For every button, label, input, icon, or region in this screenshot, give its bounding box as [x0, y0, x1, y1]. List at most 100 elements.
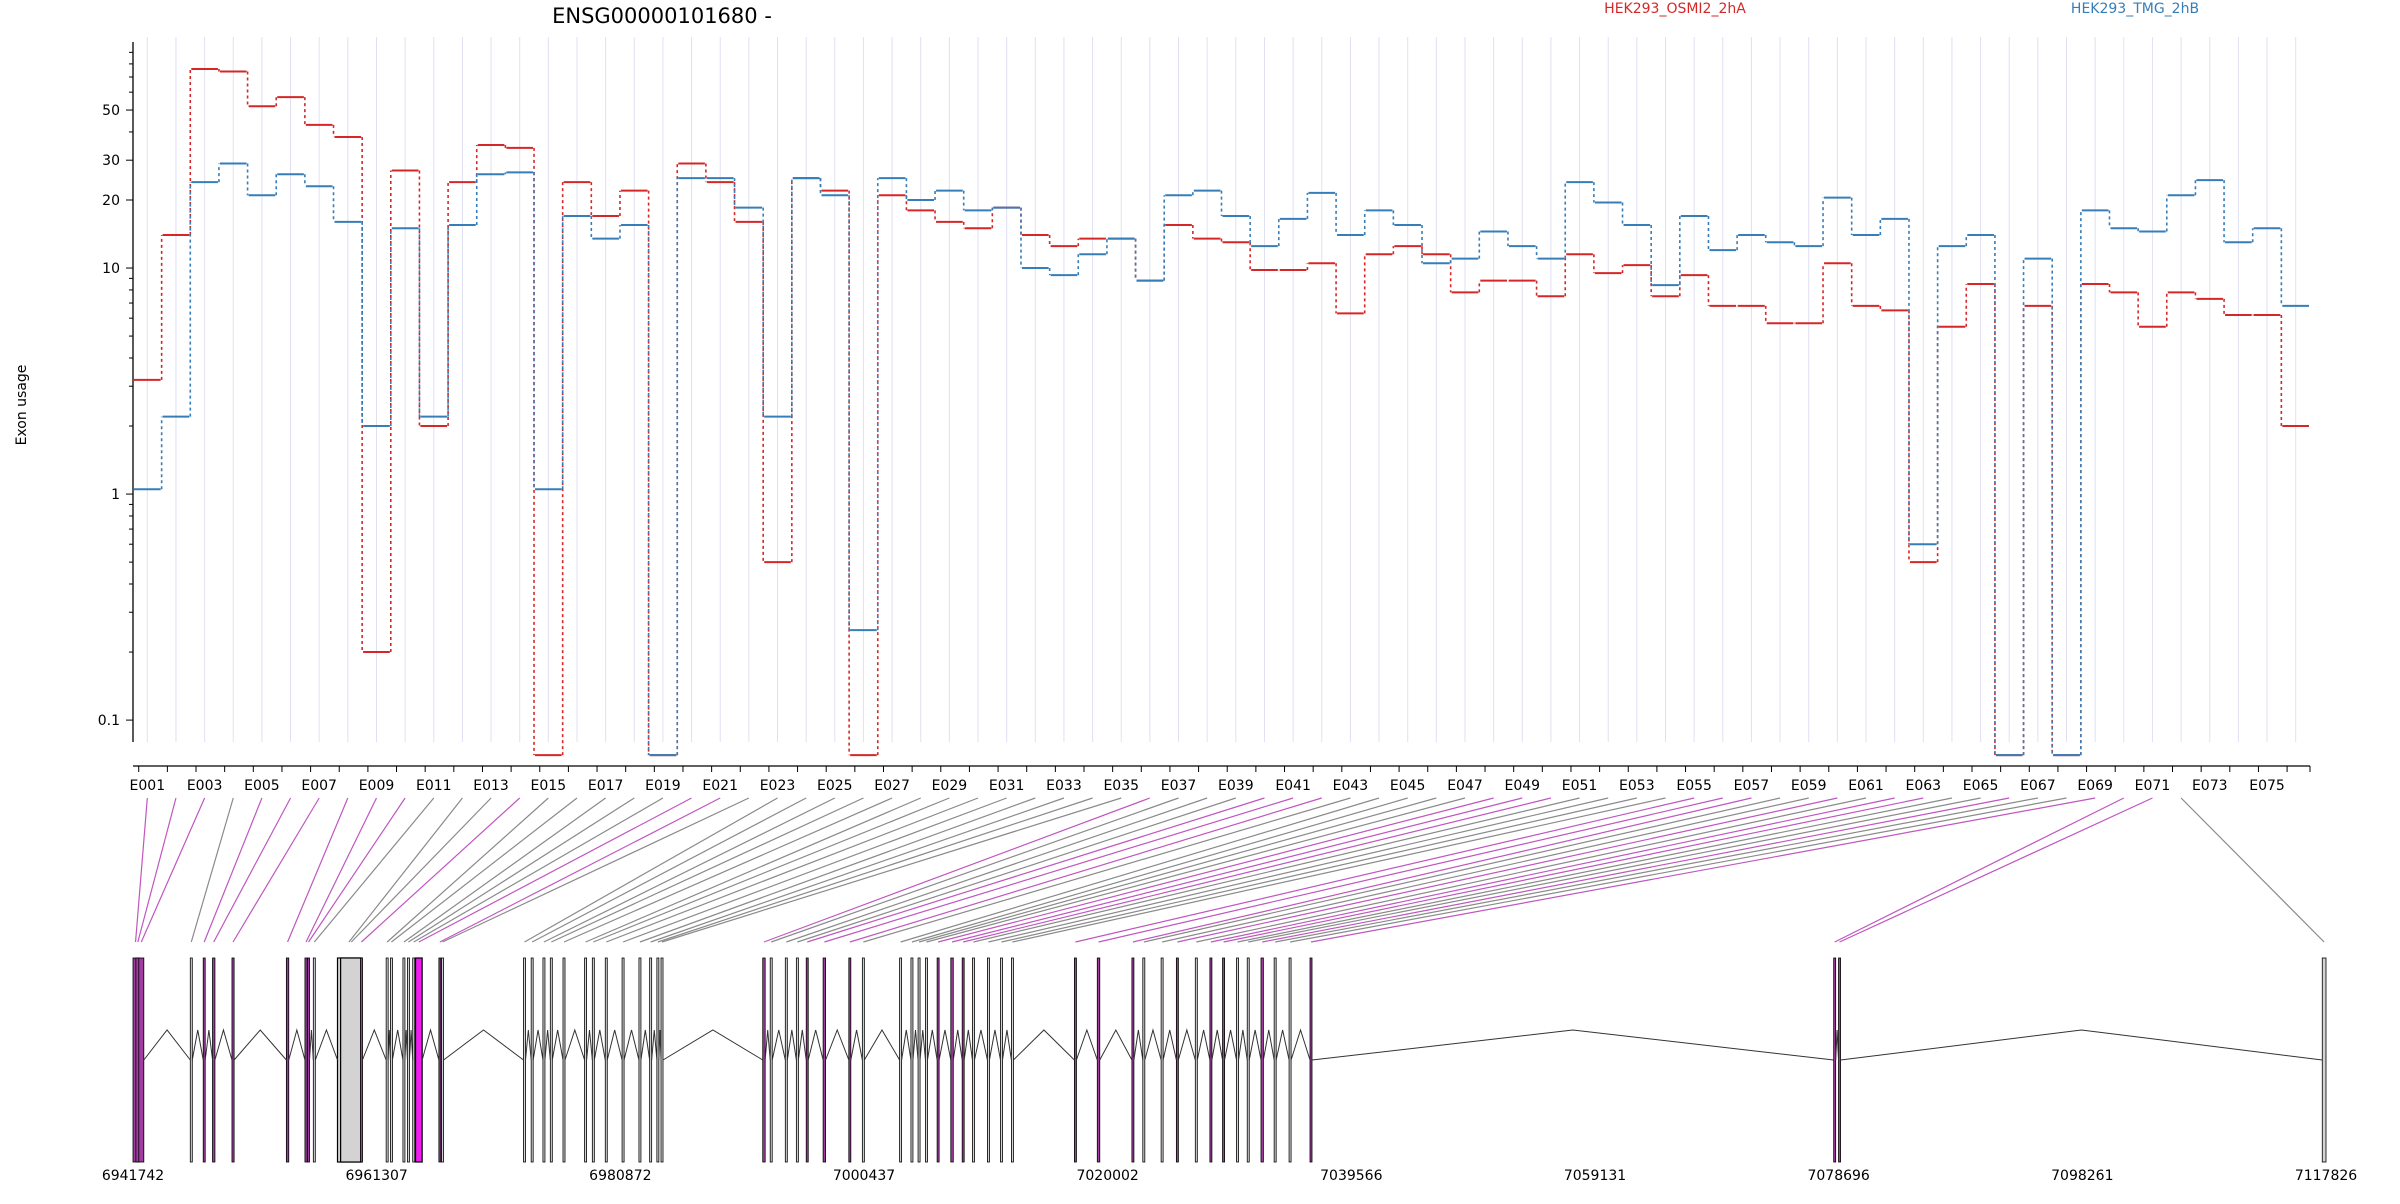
exon-block: [1309, 957, 1313, 1163]
intron-line: [1211, 1029, 1224, 1061]
genomic-tick-label: 6961307: [345, 1168, 407, 1184]
intron-line: [1840, 1029, 2323, 1061]
exon-block: [304, 957, 308, 1163]
series-2: [134, 162, 2309, 757]
intron-line: [912, 1029, 919, 1061]
exon-connector: [140, 797, 206, 943]
exon-block: [972, 957, 975, 1163]
intron-line: [421, 1028, 440, 1061]
exon-label: E063: [1906, 778, 1942, 794]
intron-line: [1311, 1029, 1834, 1061]
intron-line: [314, 1028, 338, 1061]
intron-line: [988, 1029, 1001, 1061]
exon-block: [562, 957, 566, 1163]
exon-connector: [232, 797, 320, 943]
exon-connector: [1275, 797, 2038, 943]
y-axis: 0.1 1 10 20 30 50: [98, 42, 134, 742]
intron-line: [1099, 1028, 1133, 1061]
exon-block: [212, 957, 216, 1163]
intron-line: [387, 1029, 391, 1061]
exon-connector: [763, 797, 1151, 943]
genomic-tick-label: 7039566: [1320, 1168, 1382, 1184]
intron-line: [786, 1029, 797, 1061]
intron-line: [1162, 1029, 1177, 1061]
exon-block: [1260, 957, 1264, 1163]
exon-block: [621, 957, 625, 1163]
exon-label: E043: [1333, 778, 1369, 794]
exon-block: [441, 957, 444, 1163]
exon-connector: [1310, 797, 2096, 943]
exon-label: E001: [130, 778, 166, 794]
exon-block: [189, 957, 193, 1163]
exon-block: [899, 957, 903, 1163]
exon-connector: [563, 797, 893, 943]
intron-line: [658, 1029, 662, 1061]
exon-block: [584, 957, 588, 1163]
exon-connector: [963, 797, 1552, 943]
exon-connector: [937, 797, 1494, 943]
intron-line: [1075, 1028, 1098, 1061]
genomic-tick-label: 7117826: [2295, 1168, 2357, 1184]
exon-label: E013: [473, 778, 509, 794]
exon-connector: [585, 797, 921, 943]
intron-line: [938, 1029, 952, 1061]
exon-connector: [203, 797, 263, 943]
exon-connector: [1161, 797, 1809, 943]
exon-block: [402, 957, 406, 1163]
y-tick-label: 1: [111, 487, 120, 503]
intron-line: [863, 1029, 901, 1061]
exon-block: [340, 957, 363, 1163]
gene-model-exons: [132, 957, 2327, 1163]
exon-connector: [1210, 797, 1895, 943]
intron-line: [771, 1029, 786, 1061]
exon-connector: [308, 797, 406, 943]
exon-block: [1194, 957, 1198, 1163]
exon-block: [360, 957, 363, 1163]
chart-title: ENSG00000101680 -: [552, 4, 772, 28]
exon-block: [414, 957, 423, 1163]
intron-line: [952, 1029, 963, 1061]
exon-label: E047: [1447, 778, 1483, 794]
intron-line: [1001, 1029, 1012, 1061]
intron-line: [288, 1028, 306, 1061]
exon-connector: [1262, 797, 2010, 943]
intron-line: [214, 1028, 233, 1061]
genomic-tick-label: 6980872: [589, 1168, 651, 1184]
intron-line: [1133, 1029, 1144, 1061]
exon-connector: [926, 797, 1466, 943]
intron-line: [564, 1028, 586, 1061]
intron-line: [1262, 1029, 1275, 1061]
exon-block: [138, 957, 145, 1163]
intron-line: [544, 1029, 551, 1061]
exon-connector: [1196, 797, 1867, 943]
exon-connector: [1098, 797, 1723, 943]
x-axis: E001 E003 E005 E007 E009 E011 E013 E015 E017 E019…: [130, 765, 2311, 794]
intron-line: [1196, 1029, 1211, 1061]
exon-block: [784, 957, 788, 1163]
exon-label: E017: [588, 778, 624, 794]
exon-label: E073: [2192, 778, 2228, 794]
exon-connector: [797, 797, 1237, 943]
intron-line: [963, 1029, 973, 1061]
exon-connector: [1132, 797, 1752, 943]
exon-connector: [650, 797, 1065, 943]
vertical-gridlines: [146, 37, 2297, 742]
exon-block: [848, 957, 852, 1163]
exon-block: [795, 957, 799, 1163]
exon-connector: [386, 797, 549, 943]
exon-block: [1096, 957, 1101, 1163]
exon-connector: [190, 797, 234, 943]
exon-connector: [849, 797, 1322, 943]
exon-connector: [413, 797, 664, 943]
intron-line: [204, 1029, 214, 1061]
exon-block: [925, 957, 928, 1163]
exon-connector: [622, 797, 1007, 943]
exon-label: E037: [1161, 778, 1197, 794]
intron-line: [606, 1029, 623, 1061]
intron-line: [408, 1029, 414, 1061]
exon-block: [1222, 957, 1225, 1163]
exon-label: E065: [1963, 778, 1999, 794]
exon-block: [1142, 957, 1146, 1163]
exon-block: [530, 957, 534, 1163]
exon-label: E011: [416, 778, 452, 794]
